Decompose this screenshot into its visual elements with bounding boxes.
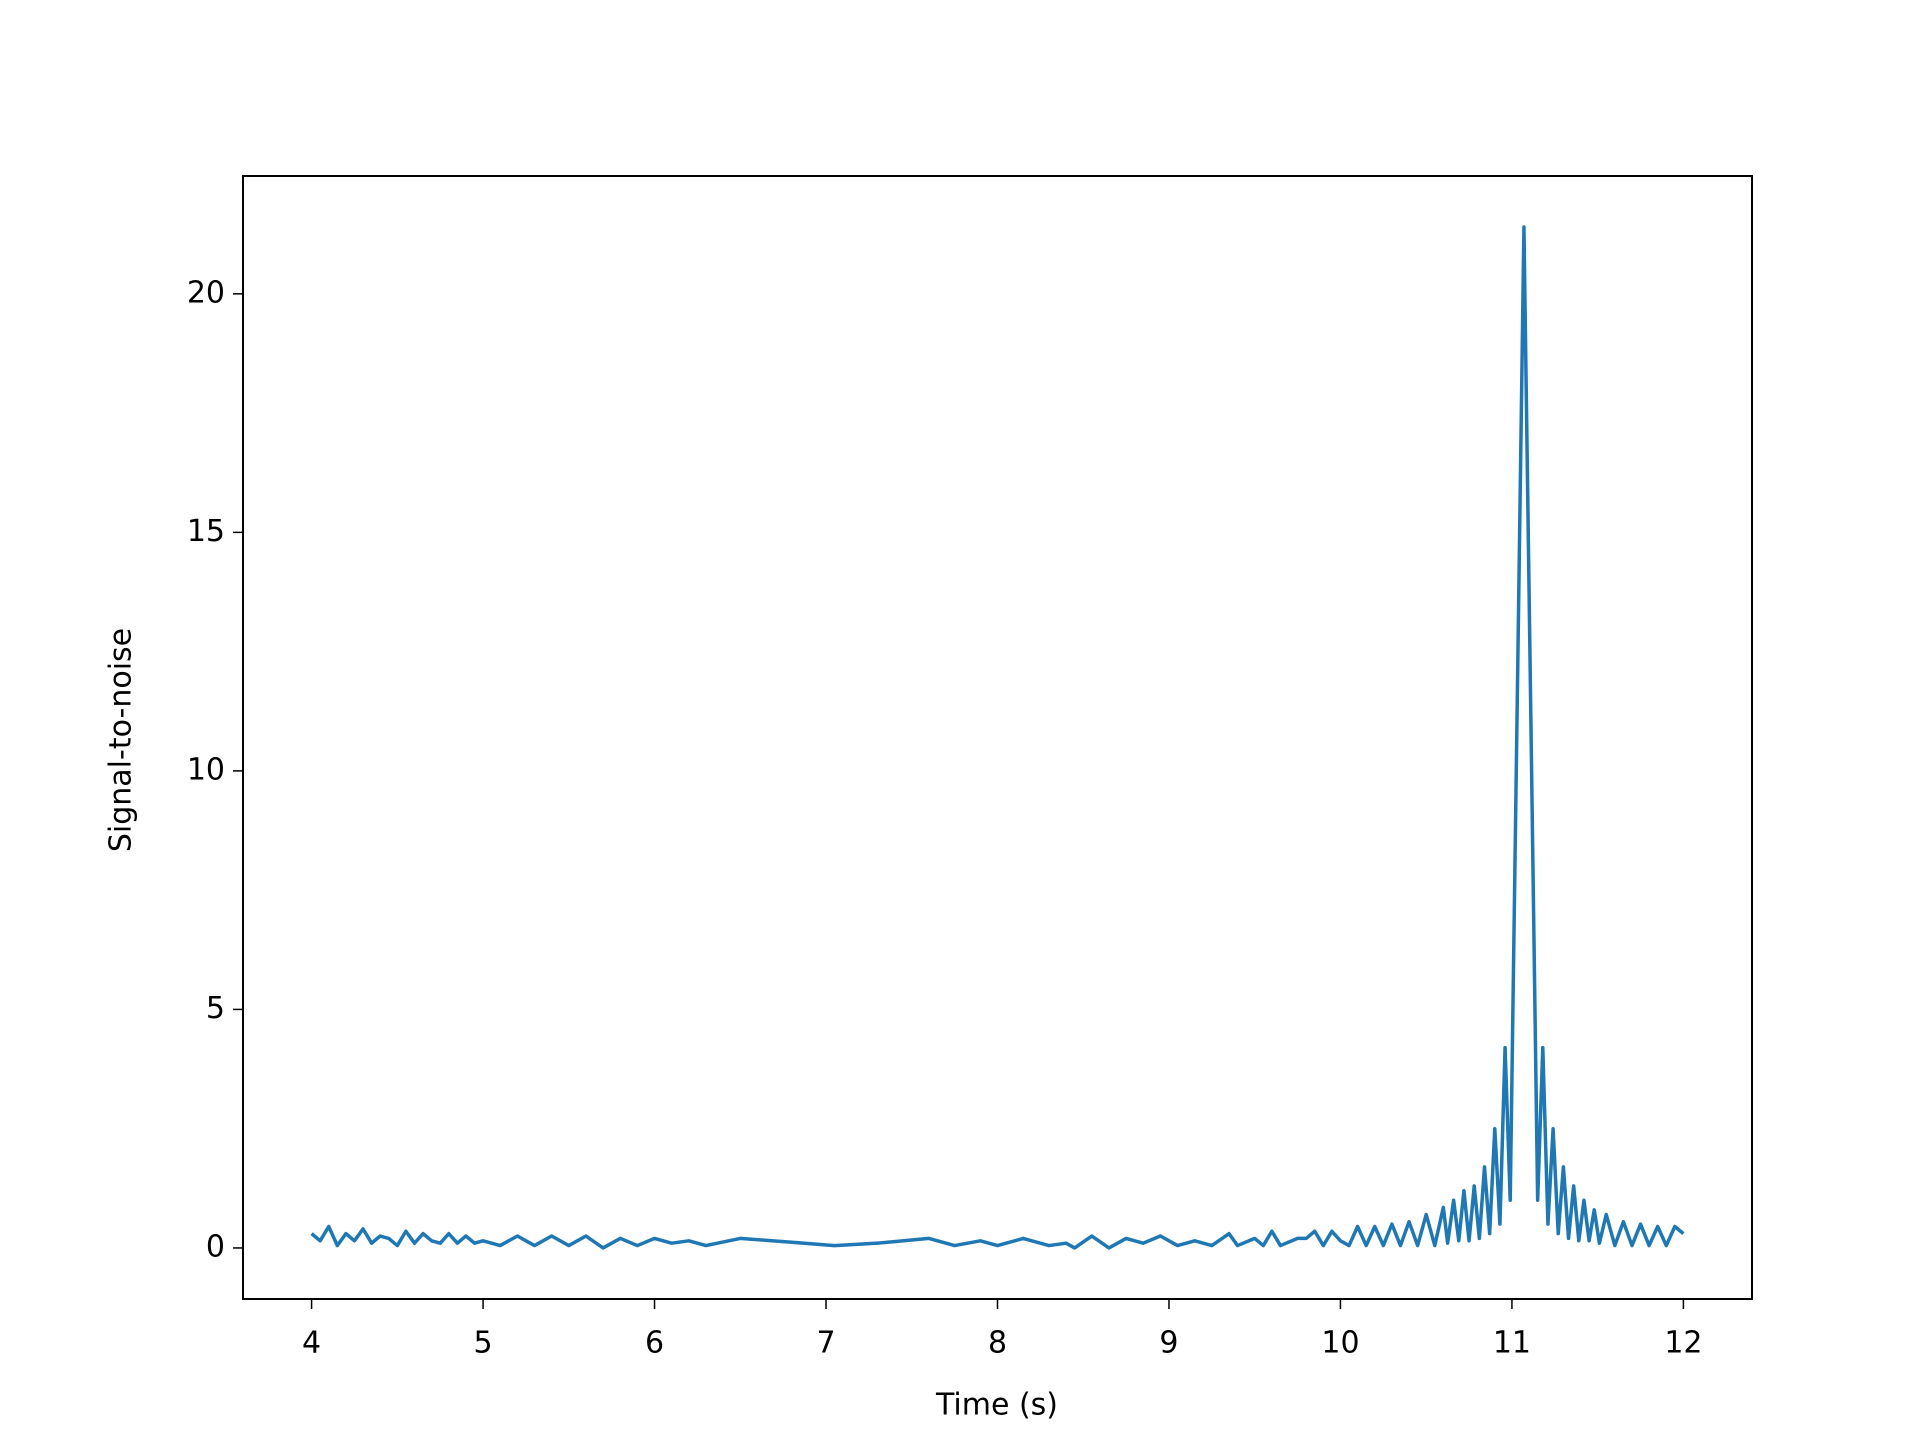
x-tick-label: 5	[474, 1326, 493, 1361]
x-tick-label: 7	[816, 1326, 835, 1361]
y-tick-label: 15	[187, 514, 225, 549]
x-tick-label: 8	[988, 1326, 1007, 1361]
x-tick-label: 10	[1321, 1326, 1359, 1361]
plot-frame	[242, 175, 1753, 1300]
x-axis-label: Time (s)	[935, 1388, 1058, 1423]
y-tick-label: 20	[187, 275, 225, 310]
x-tick-label: 9	[1159, 1326, 1178, 1361]
x-tick-label: 12	[1664, 1326, 1702, 1361]
y-tick-label: 10	[187, 752, 225, 787]
x-tick-label: 11	[1493, 1326, 1531, 1361]
y-tick-label: 0	[206, 1229, 225, 1264]
line	[310, 225, 1685, 1250]
x-tick-label: 4	[302, 1326, 321, 1361]
y-tick-label: 5	[206, 991, 225, 1026]
y-axis-label: Signal-to-noise	[104, 628, 139, 852]
x-tick-label: 6	[645, 1326, 664, 1361]
